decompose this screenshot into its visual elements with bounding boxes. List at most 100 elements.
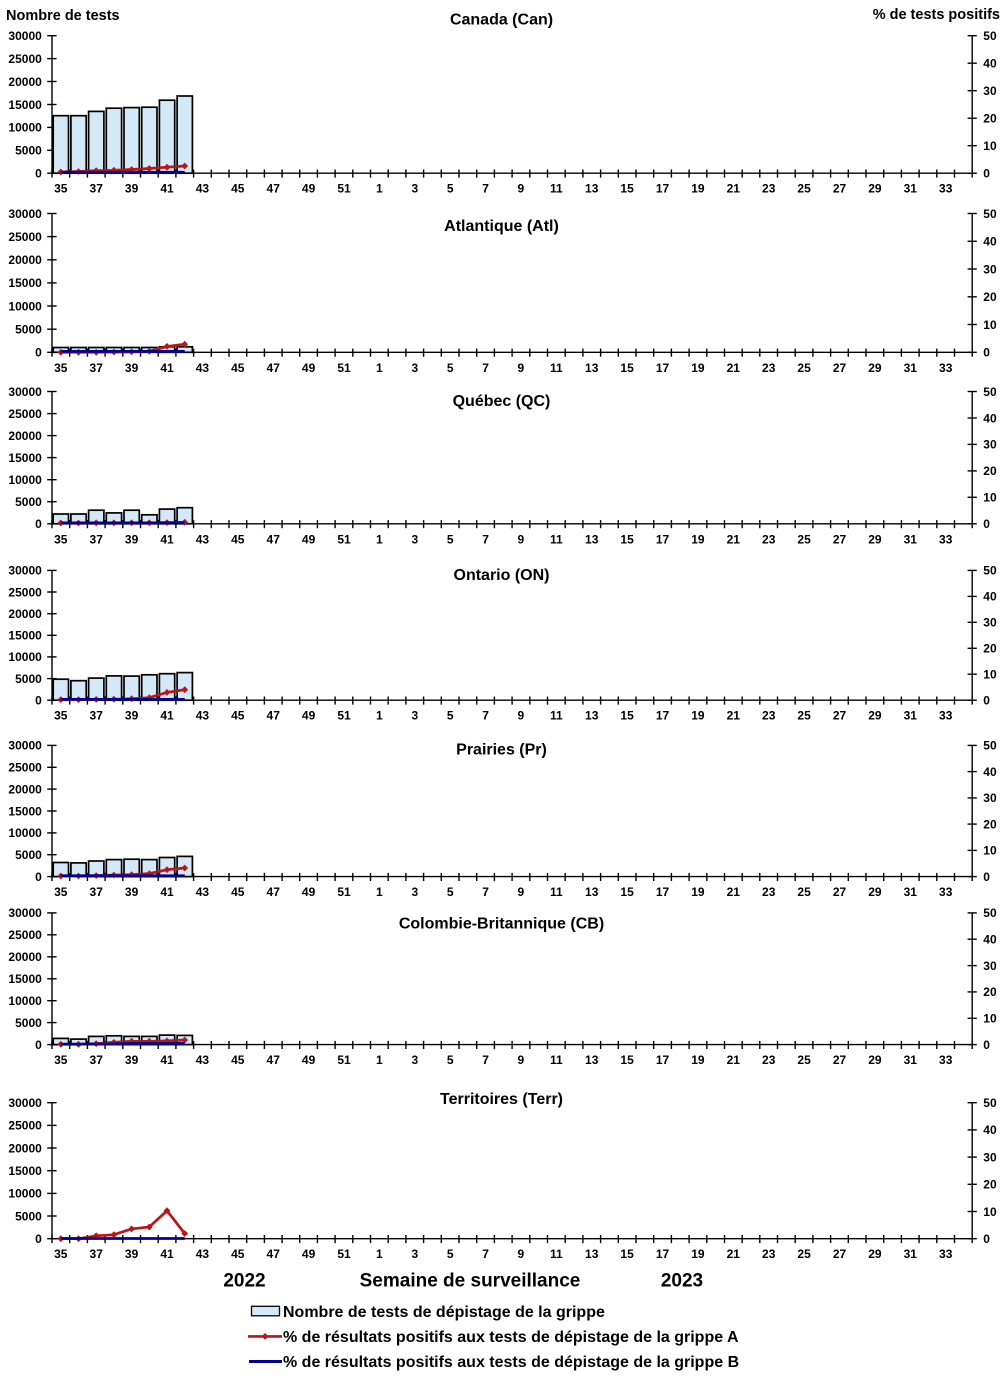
svg-text:30000: 30000 <box>8 385 42 399</box>
svg-text:29: 29 <box>868 532 882 546</box>
svg-text:5: 5 <box>447 885 454 899</box>
svg-text:25: 25 <box>797 709 811 723</box>
svg-text:Semaine de surveillance: Semaine de surveillance <box>360 1270 581 1291</box>
svg-text:37: 37 <box>90 885 104 899</box>
svg-text:15000: 15000 <box>8 972 42 986</box>
svg-text:19: 19 <box>691 709 705 723</box>
svg-text:1: 1 <box>376 532 383 546</box>
svg-text:41: 41 <box>160 361 174 375</box>
svg-text:0: 0 <box>983 1232 990 1246</box>
svg-text:25: 25 <box>797 885 811 899</box>
svg-text:15: 15 <box>620 532 634 546</box>
svg-text:33: 33 <box>939 709 953 723</box>
svg-text:20000: 20000 <box>8 75 42 89</box>
svg-text:51: 51 <box>337 885 351 899</box>
svg-text:41: 41 <box>160 885 174 899</box>
svg-text:50: 50 <box>983 29 997 43</box>
svg-text:40: 40 <box>983 765 997 779</box>
svg-text:43: 43 <box>196 182 210 196</box>
svg-text:39: 39 <box>125 709 139 723</box>
svg-text:20000: 20000 <box>8 1141 42 1155</box>
svg-text:10000: 10000 <box>8 650 42 664</box>
svg-text:11: 11 <box>550 885 563 899</box>
svg-text:30000: 30000 <box>8 1096 42 1110</box>
svg-text:19: 19 <box>691 532 705 546</box>
svg-text:35: 35 <box>54 885 68 899</box>
svg-text:9: 9 <box>518 532 525 546</box>
svg-text:0: 0 <box>983 1038 990 1052</box>
svg-text:7: 7 <box>482 1053 489 1067</box>
svg-text:49: 49 <box>302 1247 316 1261</box>
svg-text:43: 43 <box>196 532 210 546</box>
svg-text:47: 47 <box>267 1053 281 1067</box>
svg-text:0: 0 <box>983 167 990 181</box>
svg-text:15000: 15000 <box>8 804 42 818</box>
svg-text:5000: 5000 <box>15 1016 42 1030</box>
svg-text:40: 40 <box>983 933 997 947</box>
svg-text:50: 50 <box>983 207 997 221</box>
svg-text:15000: 15000 <box>8 98 42 112</box>
svg-text:Ontario (ON): Ontario (ON) <box>454 567 550 584</box>
svg-text:51: 51 <box>337 361 351 375</box>
svg-text:31: 31 <box>904 885 918 899</box>
svg-text:0: 0 <box>983 517 990 531</box>
svg-text:20: 20 <box>983 464 997 478</box>
svg-text:39: 39 <box>125 182 139 196</box>
svg-text:25000: 25000 <box>8 230 42 244</box>
svg-text:31: 31 <box>904 182 918 196</box>
svg-text:39: 39 <box>125 532 139 546</box>
svg-text:30000: 30000 <box>8 29 42 43</box>
svg-text:33: 33 <box>939 1247 953 1261</box>
svg-text:5: 5 <box>447 1247 454 1261</box>
svg-text:45: 45 <box>231 1053 245 1067</box>
svg-text:10000: 10000 <box>8 1187 42 1201</box>
svg-text:40: 40 <box>983 1123 997 1137</box>
svg-text:15: 15 <box>620 1053 634 1067</box>
svg-text:27: 27 <box>833 885 847 899</box>
svg-text:31: 31 <box>904 709 918 723</box>
svg-text:7: 7 <box>482 885 489 899</box>
svg-text:20000: 20000 <box>8 607 42 621</box>
svg-text:51: 51 <box>337 1053 351 1067</box>
svg-text:Prairies (Pr): Prairies (Pr) <box>456 742 547 759</box>
svg-text:35: 35 <box>54 709 68 723</box>
svg-text:7: 7 <box>482 1247 489 1261</box>
svg-text:Canada (Can): Canada (Can) <box>450 12 553 29</box>
svg-text:29: 29 <box>868 182 882 196</box>
svg-text:13: 13 <box>585 1247 599 1261</box>
svg-text:3: 3 <box>411 885 418 899</box>
svg-text:5000: 5000 <box>15 1209 42 1223</box>
svg-text:9: 9 <box>518 1247 525 1261</box>
svg-text:19: 19 <box>691 1053 705 1067</box>
svg-text:0: 0 <box>35 517 42 531</box>
svg-text:11: 11 <box>550 1247 563 1261</box>
svg-text:20000: 20000 <box>8 782 42 796</box>
svg-text:20: 20 <box>983 1178 997 1192</box>
svg-text:49: 49 <box>302 182 316 196</box>
svg-text:23: 23 <box>762 885 776 899</box>
svg-text:25000: 25000 <box>8 1119 42 1133</box>
svg-text:51: 51 <box>337 532 351 546</box>
svg-text:23: 23 <box>762 532 776 546</box>
svg-text:5: 5 <box>447 182 454 196</box>
svg-text:10000: 10000 <box>8 121 42 135</box>
svg-text:10: 10 <box>983 491 997 505</box>
svg-text:49: 49 <box>302 885 316 899</box>
svg-text:11: 11 <box>550 709 563 723</box>
svg-text:13: 13 <box>585 361 599 375</box>
svg-text:31: 31 <box>904 361 918 375</box>
svg-text:10000: 10000 <box>8 299 42 313</box>
svg-text:Nombre de tests de dépistage d: Nombre de tests de dépistage de la gripp… <box>283 1304 605 1321</box>
svg-text:17: 17 <box>656 885 670 899</box>
svg-text:27: 27 <box>833 361 847 375</box>
svg-text:51: 51 <box>337 182 351 196</box>
svg-text:15000: 15000 <box>8 276 42 290</box>
svg-text:2022: 2022 <box>223 1270 265 1291</box>
svg-text:43: 43 <box>196 885 210 899</box>
svg-text:41: 41 <box>160 532 174 546</box>
svg-text:17: 17 <box>656 709 670 723</box>
svg-text:3: 3 <box>411 361 418 375</box>
svg-text:20: 20 <box>983 112 997 126</box>
svg-text:10: 10 <box>983 844 997 858</box>
svg-text:30000: 30000 <box>8 739 42 753</box>
